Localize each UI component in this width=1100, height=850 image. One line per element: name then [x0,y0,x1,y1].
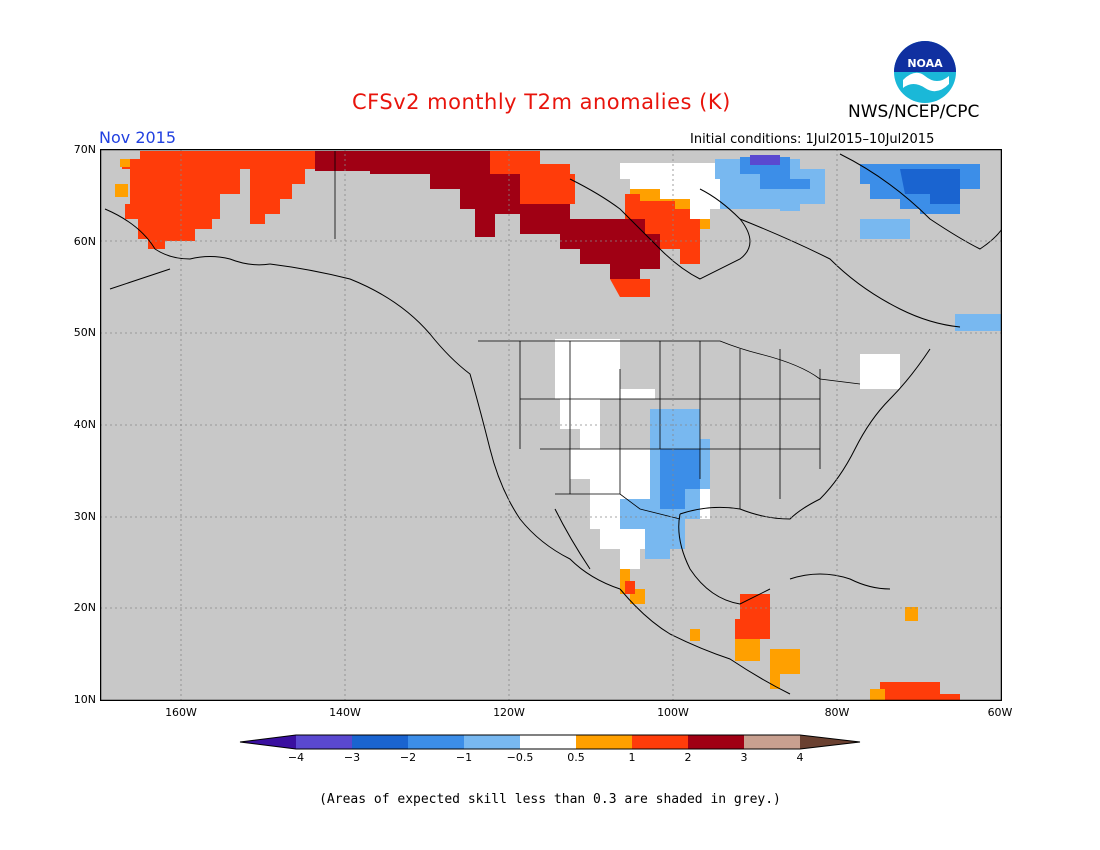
colorbar-bin-5 [520,735,576,749]
lon-label-160w: 160W [165,706,197,719]
colorbar-tick-neg05: −0.5 [506,751,534,764]
venezuela-orange-edge [870,689,885,701]
alaska-orange-edge [115,159,130,197]
mexico-warm-patch [620,569,645,604]
colorbar-bin-3 [408,735,464,749]
canada-hot-patch [315,151,660,279]
agency-label: NWS/NCEP/CPC [848,102,980,122]
caribbean-warm-patch [905,607,918,621]
lon-label-100w: 100W [657,706,689,719]
west-us-near-normal [555,339,655,449]
mexico-red-patch [625,581,635,594]
graticule [100,149,1002,701]
lat-label-40n: 40N [73,418,96,431]
colorbar-tick-05: 0.5 [567,751,585,764]
greenland-blue-core [900,169,960,204]
lon-label-120w: 120W [493,706,525,719]
political-boundaries [334,151,861,520]
yucatan-orange-edge [690,629,800,689]
alaska-coast [104,208,271,266]
us-mexico-border [555,493,681,520]
noaa-logo: NOAA [894,41,956,103]
lat-label-20n: 20N [73,601,96,614]
yukon-warm-patch [250,151,315,224]
colorbar-outline [239,734,861,750]
colorbar-bin-7 [632,735,688,749]
noaa-logo-text: NOAA [907,57,943,70]
colorbar-bin-9 [744,735,800,749]
colorbar-bin-8 [688,735,744,749]
colorbar-max-arrow [800,735,860,749]
lat-label-70n: 70N [73,143,96,156]
baja-coast [554,508,591,570]
lon-label-140w: 140W [329,706,361,719]
lon-label-60w: 60W [987,706,1013,719]
forecast-period: Nov 2015 [99,128,177,147]
lat-label-60n: 60N [73,235,96,248]
lat-label-50n: 50N [73,326,96,339]
gulf-coast [679,348,931,520]
ne-white-patch [860,354,900,389]
colorbar-tick-neg2: −2 [399,751,417,764]
mexico-pacific-coast [619,588,791,695]
aleutians-coast [109,268,171,290]
cuba-coast [789,573,891,590]
map-frame [100,149,1002,701]
skill-footnote: (Areas of expected skill less than 0.3 a… [319,792,781,807]
colorbar-bin-1 [296,735,352,749]
colorbar-tick-1: 1 [628,751,636,764]
colorbar [239,734,861,750]
colorbar-tick-4: 4 [796,751,804,764]
alaska-warm-patch [122,151,250,249]
lat-label-30n: 30N [73,510,96,523]
state-lines [519,341,821,509]
texas-cool-core [660,449,700,509]
hudson-near-normal [620,163,720,219]
canada-red-edge [490,151,700,297]
lon-label-80w: 80W [824,706,850,719]
gulf-mexico-coast [678,513,771,605]
colorbar-tick-3: 3 [740,751,748,764]
anomaly-patches [115,151,1002,701]
colorbar-bin-4 [464,735,520,749]
lat-label-10n: 10N [73,693,96,706]
initial-conditions: Initial conditions: 1Jul2015–10Jul2015 [690,132,935,147]
labrador-darkblue [750,155,780,165]
venezuela-warm-patch [880,682,960,701]
colorbar-tick-2: 2 [684,751,692,764]
greenland-coast [839,153,1002,250]
colorbar-tick-neg1: −1 [455,751,473,764]
newfoundland-cool-patch [958,321,1002,331]
colorbar-bin-2 [352,735,408,749]
colorbar-min-arrow [240,735,296,749]
colorbar-tick-neg3: −3 [343,751,361,764]
labrador-coast [739,218,961,328]
anomaly-map [100,149,1002,701]
colorbar-tick-neg4: −4 [287,751,305,764]
us-canada-border [478,340,861,385]
greenland-light-patch [860,219,1002,331]
map-title: CFSv2 monthly T2m anomalies (K) [352,90,731,114]
coastlines [104,153,1002,695]
colorbar-bin-6 [576,735,632,749]
west-coast [269,263,621,590]
